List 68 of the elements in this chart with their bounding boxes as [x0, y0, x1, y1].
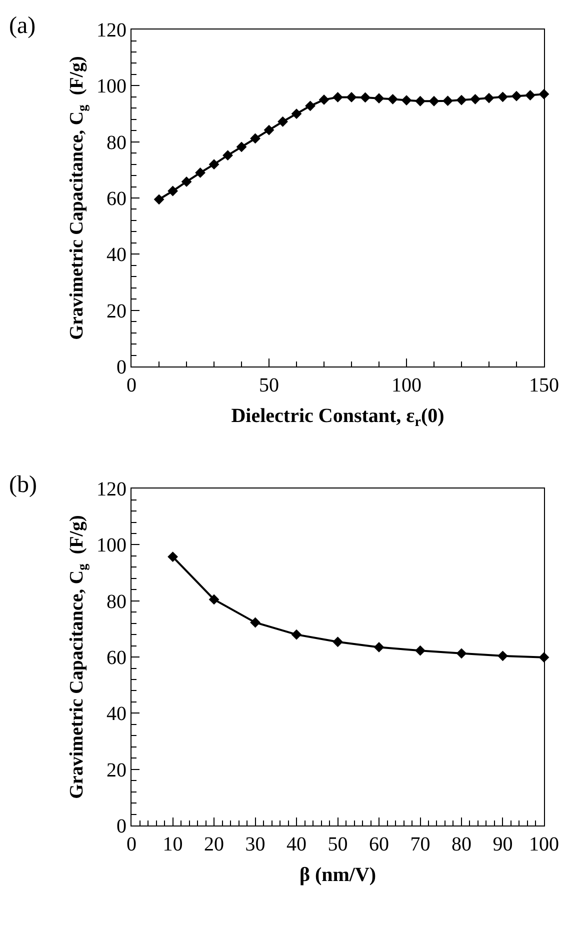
x-tick-label: 80 — [451, 834, 472, 856]
point — [291, 108, 302, 119]
point — [442, 96, 453, 106]
y-tick-label: 40 — [106, 703, 127, 726]
y-tick-label: 80 — [106, 132, 127, 154]
x-axis-title: Dielectric Constant, ε$_{r}$(0) — [231, 404, 444, 430]
point — [401, 95, 412, 106]
y-tick-label: 60 — [106, 188, 127, 210]
point — [332, 636, 343, 648]
point — [428, 96, 440, 106]
point — [374, 93, 384, 104]
point — [456, 648, 467, 659]
x-tick-label: 10 — [162, 834, 183, 856]
y-tick-label: 40 — [106, 244, 127, 266]
point — [195, 168, 206, 178]
x-tick-label: 150 — [528, 374, 559, 396]
point — [250, 617, 260, 628]
x-tick-label: 50 — [328, 834, 348, 856]
point — [346, 92, 357, 102]
x-tick-label: 20 — [204, 834, 224, 856]
point — [278, 116, 288, 127]
x-tick-label: 40 — [286, 834, 307, 856]
point — [236, 142, 247, 152]
point — [498, 650, 508, 662]
y-tick-label: 20 — [106, 759, 127, 782]
point — [250, 133, 260, 144]
point — [456, 94, 467, 106]
point — [318, 94, 330, 105]
point — [208, 159, 220, 170]
text: (b) — [9, 472, 37, 498]
point — [332, 92, 343, 102]
point — [498, 92, 508, 102]
point — [264, 124, 274, 136]
point — [484, 92, 494, 104]
point — [208, 594, 220, 605]
x-tick-label: 100 — [528, 834, 559, 856]
point — [168, 552, 178, 562]
point — [305, 100, 316, 112]
point — [415, 96, 426, 106]
x-axis-title: β (nm/V) — [299, 864, 376, 886]
y-tick-label: 60 — [106, 647, 127, 670]
point — [511, 90, 522, 102]
x-tick-label: 90 — [492, 834, 513, 856]
text: (a) — [9, 13, 36, 39]
y-tick-label: 120 — [96, 20, 127, 42]
point — [470, 94, 480, 104]
y-tick-label: 80 — [106, 590, 127, 613]
x-tick-label: 60 — [369, 834, 390, 856]
point — [525, 90, 536, 100]
y-tick-label: 20 — [106, 300, 127, 322]
x-tick-label: 50 — [259, 374, 280, 396]
x-tick-label: 100 — [392, 374, 422, 396]
y-tick-label: 0 — [116, 816, 127, 838]
point — [415, 645, 426, 656]
x-tick-label: 70 — [410, 834, 430, 856]
point — [154, 194, 164, 205]
point — [374, 642, 384, 652]
point — [181, 176, 192, 187]
point — [388, 94, 398, 104]
point — [291, 629, 302, 640]
y-tick-label: 100 — [96, 76, 127, 98]
point — [360, 92, 370, 103]
y-tick-label: 100 — [96, 534, 127, 557]
y-tick-label: 0 — [116, 356, 127, 378]
point — [222, 150, 233, 161]
point — [168, 186, 178, 196]
x-tick-label: 30 — [245, 834, 266, 856]
y-tick-label: 120 — [96, 478, 127, 501]
